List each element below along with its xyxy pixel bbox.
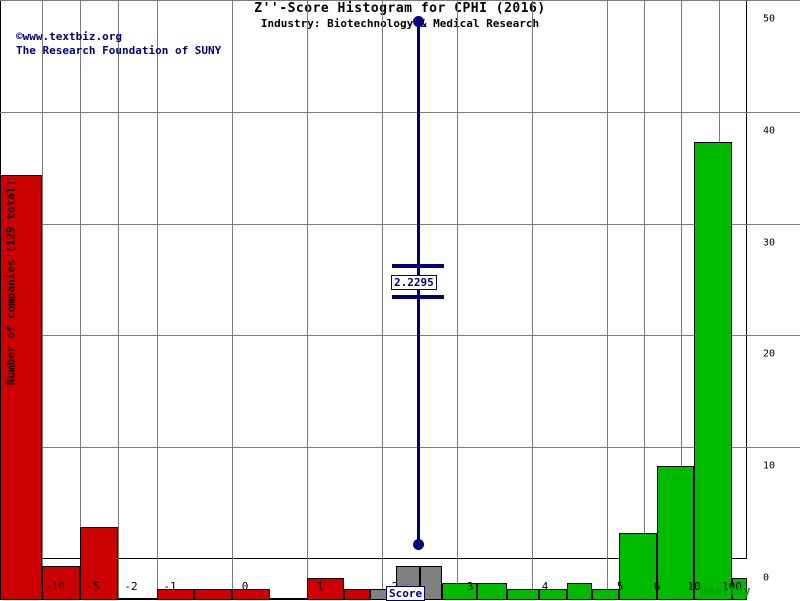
watermark: ©www.textbiz.org The Research Foundation… xyxy=(16,30,221,58)
gridline-vertical xyxy=(457,0,458,600)
histogram-bar xyxy=(619,532,657,600)
gridline-vertical xyxy=(307,0,308,600)
histogram-bar xyxy=(507,588,539,600)
marker-bracket-bottom xyxy=(392,295,444,300)
gridline-vertical xyxy=(42,0,43,600)
gridline-vertical xyxy=(232,0,233,600)
gridline-horizontal xyxy=(0,0,800,1)
histogram-bar xyxy=(194,588,232,600)
marker-top-dot-icon xyxy=(413,16,424,27)
histogram-bar xyxy=(567,583,592,600)
chart-subtitle: Industry: Biotechnology & Medical Resear… xyxy=(260,17,540,30)
histogram-bar xyxy=(477,583,507,600)
x-axis-tick-label: -10 xyxy=(45,580,65,593)
x-axis-tick-label: -1 xyxy=(163,580,177,593)
gridline-vertical xyxy=(607,0,608,600)
marker-bracket-top xyxy=(392,263,444,268)
y-axis-tick-label: 40 xyxy=(763,125,776,137)
x-axis-tick-label: -2 xyxy=(124,580,138,593)
histogram-bar xyxy=(0,175,42,600)
gridline-vertical xyxy=(382,0,383,600)
histogram-bar xyxy=(657,465,694,600)
histogram-bar xyxy=(307,577,344,600)
gridline-vertical xyxy=(532,0,533,600)
histogram-bar xyxy=(157,588,194,600)
histogram-bar xyxy=(281,597,307,600)
gridline-vertical xyxy=(157,0,158,600)
gridline-horizontal xyxy=(0,335,800,337)
y-axis-tick-label: 50 xyxy=(763,13,776,25)
gridline-vertical xyxy=(681,0,682,600)
histogram-bar xyxy=(42,566,80,600)
histogram-bar xyxy=(344,588,370,600)
histogram-bar xyxy=(732,577,747,600)
gridline-vertical xyxy=(80,0,81,600)
histogram-bar xyxy=(592,588,619,600)
histogram-bar xyxy=(270,597,281,600)
x-axis-tick-label: 5 xyxy=(616,580,624,593)
y-axis-label: Number of companies (129 total) xyxy=(4,179,18,386)
y-axis-tick-label: 20 xyxy=(763,348,776,360)
histogram-bar xyxy=(118,597,157,600)
x-axis-tick-label: 0 xyxy=(241,580,249,593)
chart-title: Z''-Score Histogram for CPHI (2016) xyxy=(254,1,546,16)
y-axis-tick-label: 0 xyxy=(763,572,770,584)
y-axis-tick-label: 10 xyxy=(763,460,776,472)
gridline-vertical xyxy=(118,0,119,600)
watermark-line-2: The Research Foundation of SUNY xyxy=(16,44,222,57)
x-axis-tick-label: 3 xyxy=(466,580,474,593)
histogram-bar xyxy=(80,527,118,600)
zone-label-healthy: Healthy xyxy=(700,584,751,598)
histogram-bar xyxy=(539,588,567,600)
gridline-vertical xyxy=(644,0,645,600)
watermark-line-1: ©www.textbiz.org xyxy=(16,30,122,43)
marker-bottom-dot-icon xyxy=(413,539,424,550)
gridline-horizontal xyxy=(0,223,800,225)
x-axis-tick-label: 10 xyxy=(687,580,701,593)
marker-value-label: 2.2295 xyxy=(391,275,437,291)
histogram-bar xyxy=(232,588,270,600)
x-axis-tick-label: -5 xyxy=(86,580,100,593)
x-axis-tick-label: 100 xyxy=(722,580,742,593)
y-axis-tick-label: 30 xyxy=(763,237,776,249)
histogram-bar xyxy=(694,141,732,600)
gridline-horizontal xyxy=(0,447,800,449)
x-axis-tick-label: 4 xyxy=(541,580,549,593)
x-axis-tick-label: 6 xyxy=(653,580,661,593)
x-axis-label: Score xyxy=(386,586,426,601)
x-axis-tick-label: 1 xyxy=(316,580,324,593)
gridline-horizontal xyxy=(0,111,800,113)
zone-label-unhealthy: Unhealthy xyxy=(14,584,80,598)
